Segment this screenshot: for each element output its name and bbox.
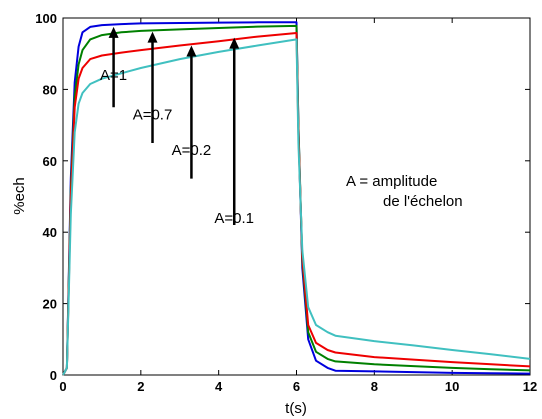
x-tick-label-0: 0	[59, 379, 66, 394]
arrow-head-icon-0	[108, 26, 119, 38]
y-tick-label-5: 100	[35, 11, 57, 26]
series-line-3	[62, 38, 531, 376]
arrow-head-icon-2	[186, 45, 197, 57]
annotation-label-0: A=1	[100, 67, 127, 84]
y-tick-label-4: 80	[43, 82, 57, 97]
y-axis-label: %ech	[11, 177, 28, 215]
annotation-label-3: A=0.1	[214, 210, 254, 227]
series-line-2	[62, 32, 531, 376]
series-line-0	[62, 21, 531, 376]
x-axis-label: t(s)	[285, 400, 307, 417]
x-tick-label-3: 6	[293, 379, 300, 394]
arrow-head-icon-3	[229, 37, 240, 49]
y-tick-label-3: 60	[43, 154, 57, 169]
arrow-head-icon-1	[147, 31, 158, 43]
x-tick-label-2: 4	[215, 379, 223, 394]
annotation-label-1: A=0.7	[133, 106, 173, 123]
tick-labels: 0 2 4 6 8 10 12 0 20 40 60 80 100	[35, 11, 537, 394]
note-line-2: de l'échelon	[383, 193, 463, 210]
y-tick-label-1: 20	[43, 297, 57, 312]
series-layer	[62, 21, 531, 376]
y-tick-label-0: 0	[50, 368, 57, 383]
y-tick-label-2: 40	[43, 225, 57, 240]
x-tick-label-5: 10	[445, 379, 459, 394]
axis-ticks	[62, 17, 531, 376]
x-tick-label-6: 12	[523, 379, 537, 394]
annotation-layer: A=1 A=0.7 A=0.2 A=0.1	[100, 26, 254, 227]
series-line-1	[62, 24, 531, 376]
annotation-label-2: A=0.2	[172, 142, 212, 159]
x-tick-label-1: 2	[137, 379, 144, 394]
note-line-1: A = amplitude	[346, 173, 437, 190]
x-tick-label-4: 8	[371, 379, 378, 394]
